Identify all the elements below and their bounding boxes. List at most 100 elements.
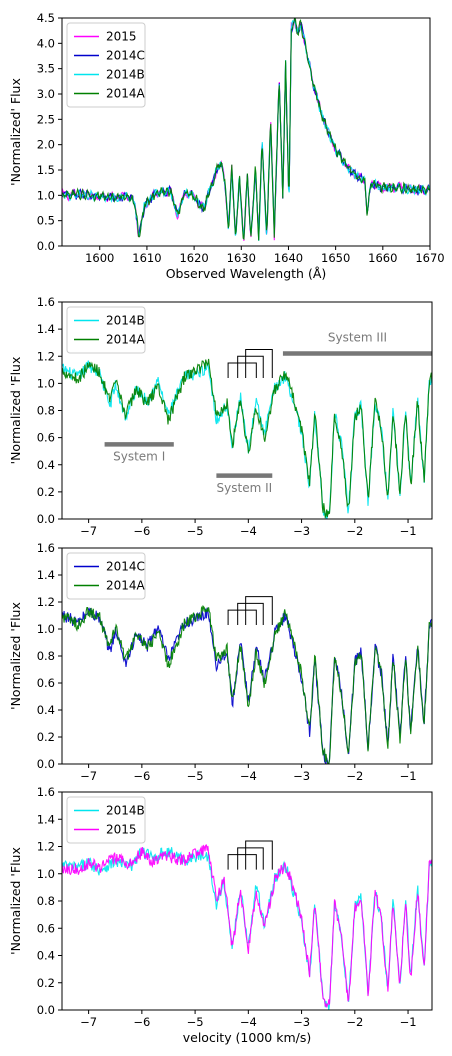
x-tick-label: 1670 [415,251,444,265]
y-tick-label: 0.0 [37,512,55,526]
legend-label-2014B: 2014B [106,804,145,818]
x-tick-label: 1660 [368,251,397,265]
y-tick-label: 2.0 [37,138,55,152]
y-tick-label: 1.0 [37,867,55,881]
x-tick-label: −1 [400,769,417,783]
x-tick-label: −6 [133,524,150,538]
component-bracket-3 [245,596,273,625]
legend-label-2014A: 2014A [106,333,146,347]
series-group [62,18,430,241]
y-tick-label: 1.5 [37,163,55,177]
y-tick-label: 0.6 [37,921,55,935]
legend-box [66,796,146,844]
component-bracket-2 [237,847,264,870]
y-axis-label: 'Normalized 'Flux [8,602,23,710]
component-bracket-2 [237,602,264,625]
y-tick-label: 0.5 [37,214,55,228]
x-tick-label: −2 [346,769,363,783]
y-tick-label: 1.4 [37,812,55,826]
legend: 2015 2014C 2014B 2014A [66,22,146,108]
y-tick-label: 0.2 [37,976,55,990]
chart-panel-1: 1600 1610 1620 1630 1640 1650 1660 1670 0.0 0.5 1.… [8,11,445,281]
series-group [62,604,432,764]
y-axis-label: 'Normalized' Flux [8,78,23,186]
legend-label-2014C: 2014C [106,560,145,574]
x-tick-label: 1630 [227,251,256,265]
y-tick-label: 0.8 [37,404,55,418]
legend-box [66,22,146,108]
series-line-2014A [62,18,430,241]
legend-box [66,306,146,354]
y-tick-label: 0.4 [37,703,55,717]
x-tick-label: 1600 [85,251,114,265]
legend-label-2014A: 2014A [106,579,146,593]
y-axis-label: 'Normalized 'Flux [8,357,23,465]
x-tick-label: −1 [400,524,417,538]
y-tick-label: 0.6 [37,431,55,445]
component-bracket-1 [227,854,257,870]
y-tick-label: 1.0 [37,376,55,390]
x-tick-label: 1640 [274,251,303,265]
y-tick-label: 0.8 [37,649,55,663]
x-tick-label: −7 [80,769,97,783]
y-tick-label: 0.0 [37,239,55,253]
x-tick-label: −3 [293,524,310,538]
annotation-label-1: System I [113,450,165,464]
x-tick-label: −3 [293,1015,310,1029]
x-tick-label: −4 [240,1015,257,1029]
y-tick-label: 1.0 [37,622,55,636]
x-tick-label: −7 [80,524,97,538]
chart-panel-2: System I System II System III −7 −6 −5 −4 −3 −2 −… [8,295,433,538]
legend-label-2014B: 2014B [106,314,145,328]
y-tick-label: 1.2 [37,840,55,854]
legend-label-2015: 2015 [106,30,137,44]
y-tick-label: 1.2 [37,595,55,609]
x-tick-label: 1610 [132,251,161,265]
x-tick-label: −2 [346,1015,363,1029]
chart-panel-3: −7 −6 −5 −4 −3 −2 −1 0.0 0.2 0.4 0.6 0.8 1.0 1.2 1.4 1.… [8,541,433,783]
legend: 2014C 2014A [66,552,146,600]
x-tick-label: −5 [187,524,204,538]
x-tick-label: −6 [133,769,150,783]
x-tick-label: −5 [187,769,204,783]
x-tick-label: −5 [187,1015,204,1029]
y-tick-label: 1.2 [37,349,55,363]
y-tick-label: 0.0 [37,757,55,771]
y-tick-label: 2.5 [37,112,55,126]
x-tick-label: 1650 [321,251,350,265]
x-tick-label: −3 [293,769,310,783]
y-tick-label: 1.6 [37,785,55,799]
series-line-2014A [62,604,432,764]
chart-panel-4: −7 −6 −5 −4 −3 −2 −1 0.0 0.2 0.4 0.6 0.8 1.0 1.2 1.4 1.… [8,785,433,1045]
series-group [62,844,432,1010]
x-tick-label: −4 [240,524,257,538]
y-tick-label: 0.6 [37,676,55,690]
y-tick-label: 1.6 [37,295,55,309]
legend-label-2015: 2015 [106,823,137,837]
y-tick-label: 1.4 [37,322,55,336]
y-tick-label: 1.0 [37,188,55,202]
legend-box [66,552,146,600]
legend-label-2014C: 2014C [106,49,145,63]
x-axis-label: Observed Wavelength (Å) [166,266,327,281]
x-tick-label: −1 [400,1015,417,1029]
legend-label-2014A: 2014A [106,87,146,101]
legend: 2014B 2015 [66,796,146,844]
series-line-2014A [62,358,432,519]
plot-frame [61,17,431,247]
x-tick-label: −6 [133,1015,150,1029]
y-tick-label: 0.4 [37,949,55,963]
y-tick-label: 0.2 [37,485,55,499]
x-tick-label: −4 [240,769,257,783]
annotation-label-2: System II [217,481,273,495]
component-bracket-1 [227,609,257,625]
component-bracket-2 [237,355,264,378]
x-tick-label: −2 [346,524,363,538]
series-group [62,358,432,519]
x-tick-label: −7 [80,1015,97,1029]
legend: 2014B 2014A [66,306,146,354]
y-tick-label: 4.0 [37,36,55,50]
component-bracket-1 [227,362,257,378]
y-tick-label: 0.8 [37,894,55,908]
